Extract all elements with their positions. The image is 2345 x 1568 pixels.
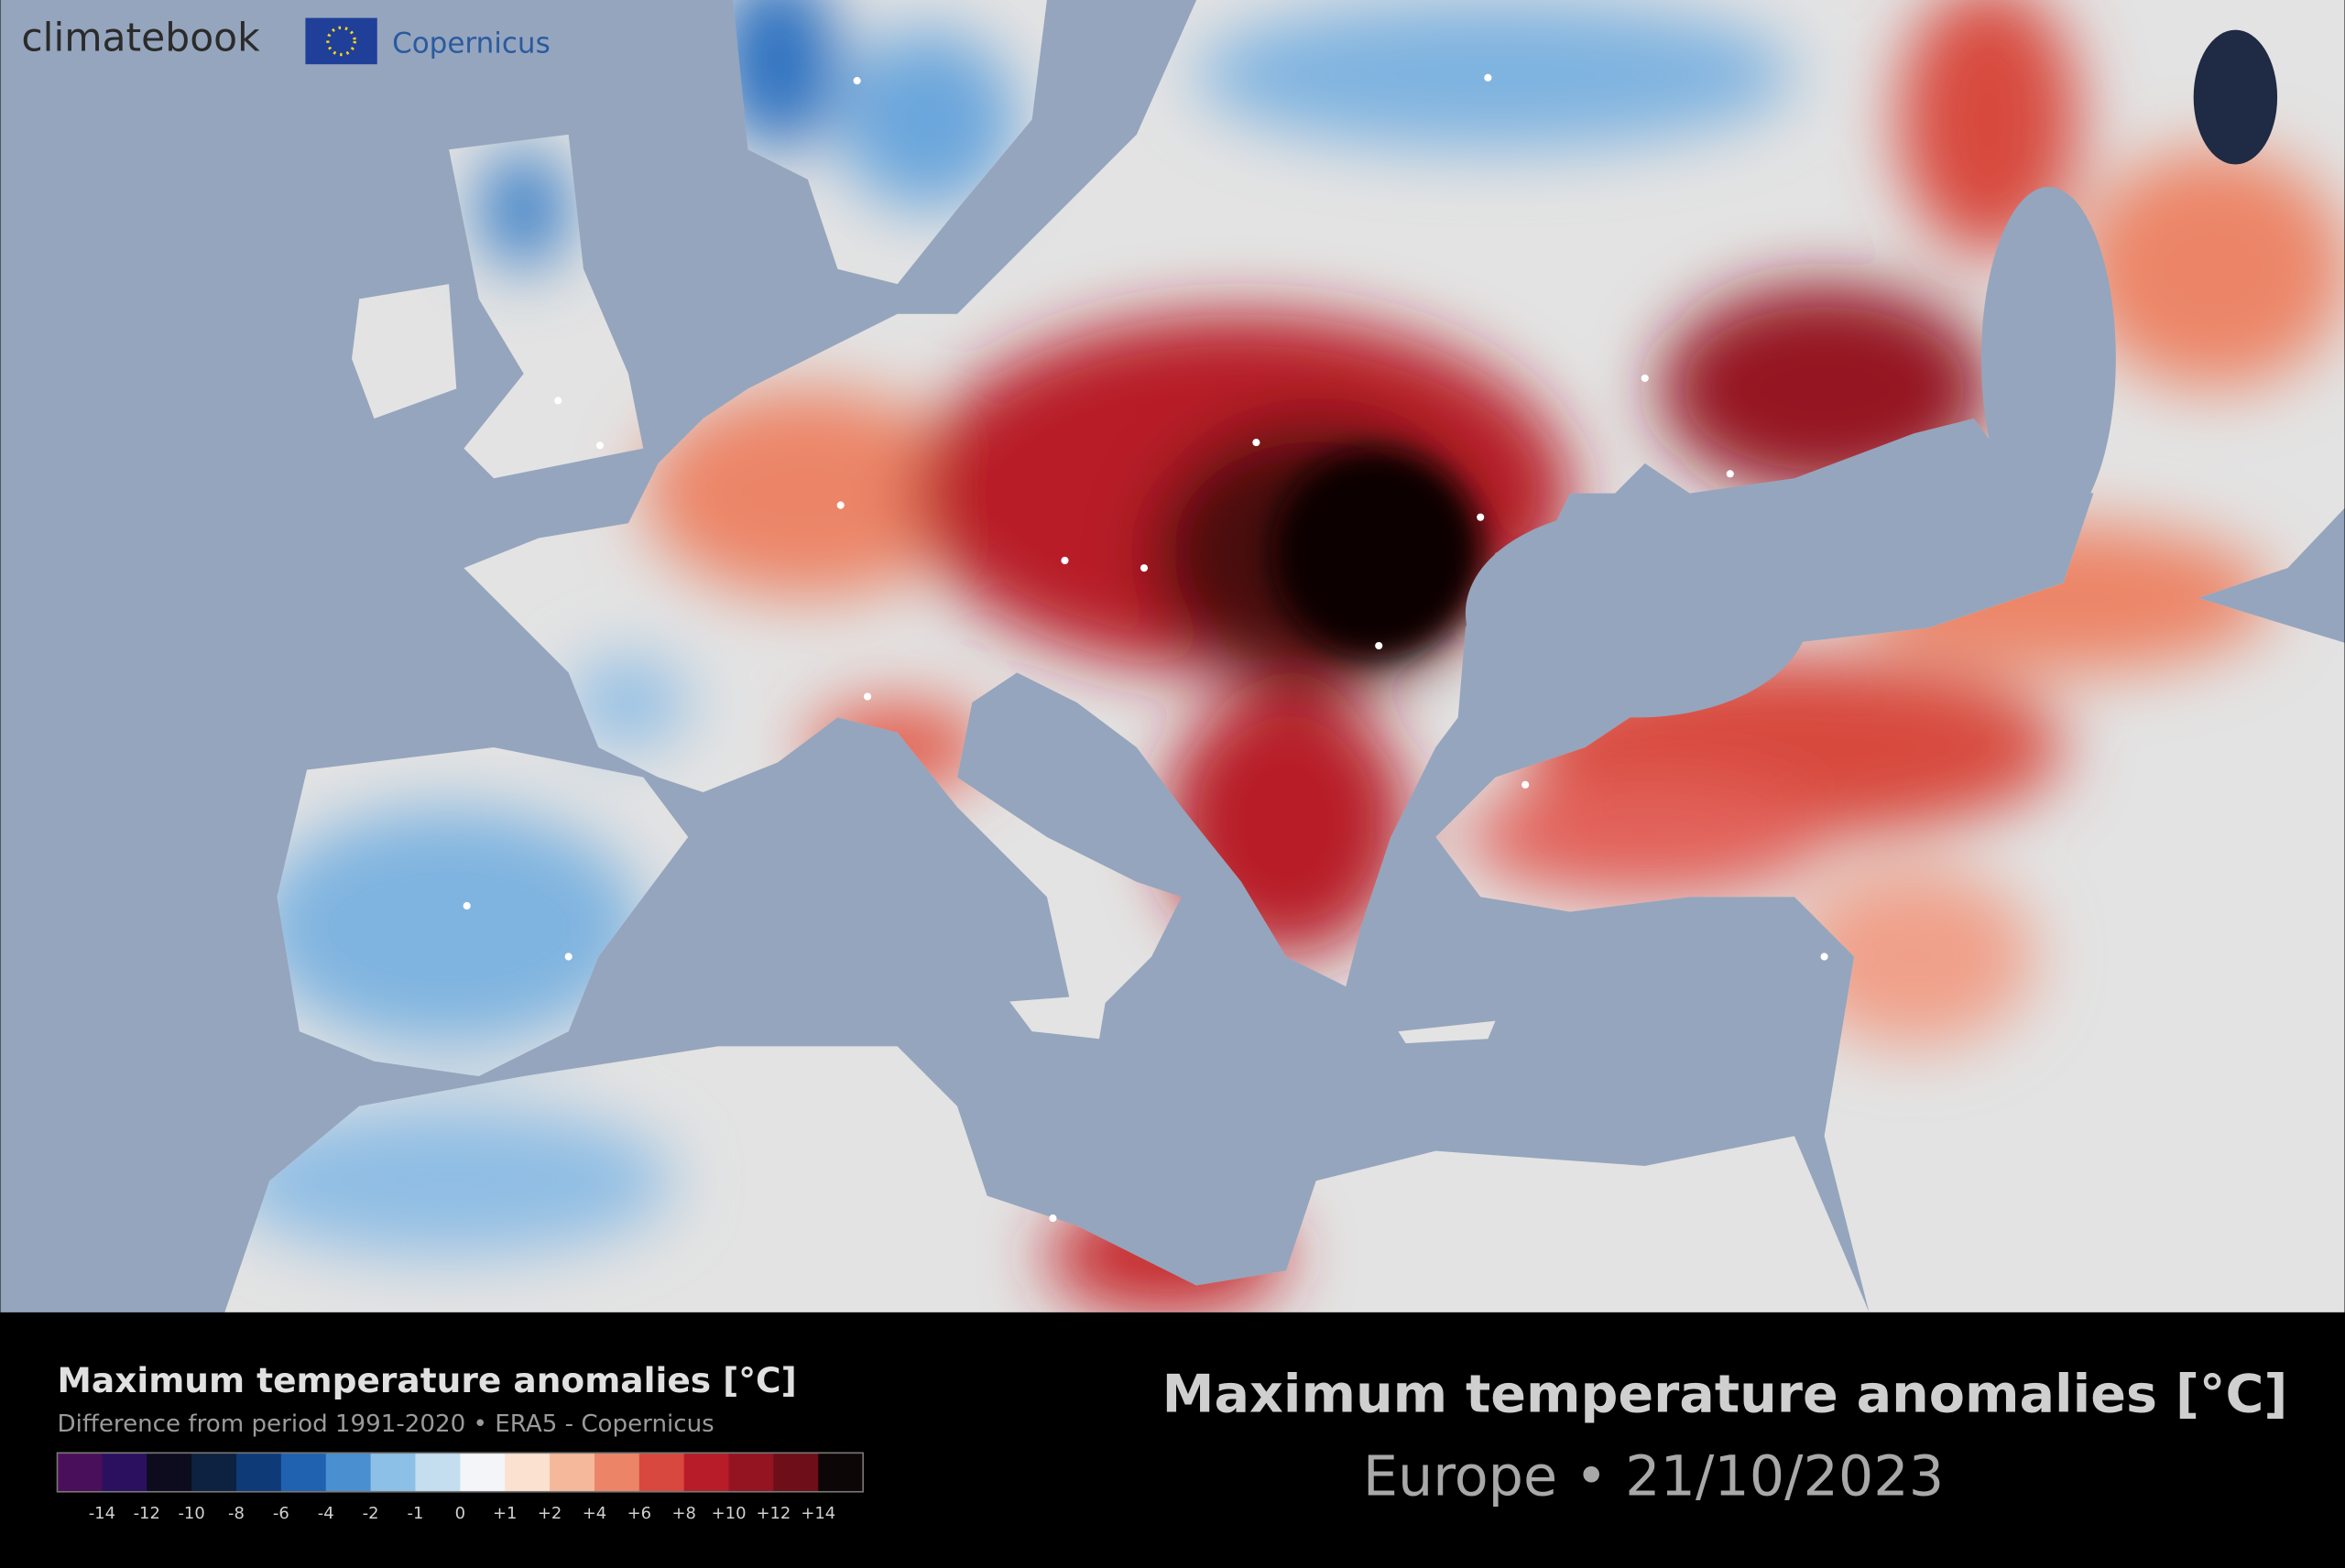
scale-swatch: [773, 1453, 819, 1492]
scale-swatch: [191, 1453, 237, 1492]
black-sea: [1465, 507, 1810, 718]
scale-label: 0: [455, 1504, 465, 1523]
scale-swatch: [57, 1453, 103, 1492]
scale-label: -6: [273, 1504, 289, 1523]
partner-logo: Copernicus: [392, 27, 551, 60]
scale-label: -4: [318, 1504, 334, 1523]
scale-swatch: [325, 1453, 372, 1492]
city-dots: [463, 73, 1828, 1223]
scale-label: -1: [408, 1504, 424, 1523]
scale-swatch: [818, 1453, 864, 1492]
scale-label: +2: [538, 1504, 562, 1523]
scale-label: +8: [671, 1504, 695, 1523]
scale-label: -8: [228, 1504, 245, 1523]
scale-swatch: [638, 1453, 685, 1492]
scale-label: -12: [134, 1504, 160, 1523]
scale-swatch: [594, 1453, 640, 1492]
scale-label: -14: [89, 1504, 115, 1523]
scale-label: +1: [493, 1504, 517, 1523]
footer-band: [0, 1312, 2345, 1568]
scale-label: -2: [363, 1504, 379, 1523]
map-title: Maximum temperature anomalies [°C]: [1162, 1365, 2288, 1425]
scale-label: +4: [583, 1504, 606, 1523]
scale-swatch: [102, 1453, 147, 1492]
caspian-sea: [1980, 187, 2116, 531]
scale-label: -10: [178, 1504, 204, 1523]
scale-label: +14: [801, 1504, 835, 1523]
scale-swatch: [280, 1453, 327, 1492]
lake: [2193, 29, 2278, 165]
map-subtitle: Europe • 21/10/2023: [1363, 1444, 1944, 1508]
scale-swatch: [460, 1453, 506, 1492]
legend-title: Maximum temperature anomalies [°C]: [58, 1360, 797, 1400]
scale-swatch: [415, 1453, 461, 1492]
scale-swatch: [550, 1453, 595, 1492]
legend-subtitle: Difference from period 1991-2020 • ERA5 …: [58, 1410, 714, 1438]
scale-swatch: [683, 1453, 730, 1492]
eu-flag: [305, 17, 377, 65]
logo-text: climatebook: [21, 16, 260, 61]
scale-swatch: [235, 1453, 282, 1492]
scale-swatch: [505, 1453, 551, 1492]
scale-swatch: [728, 1453, 774, 1492]
scale-swatch: [370, 1453, 416, 1492]
scale-border: [56, 1452, 864, 1493]
color-scale: -14 -12 -10 -8 -6 -4 -2 -1 0 +1 +2 +4 +6 +8 +10 +12 +14: [56, 1452, 864, 1523]
scale-label: +10: [712, 1504, 747, 1523]
scale-swatch: [147, 1453, 192, 1492]
scale-label: +6: [627, 1504, 651, 1523]
scale-label: +12: [756, 1504, 791, 1523]
